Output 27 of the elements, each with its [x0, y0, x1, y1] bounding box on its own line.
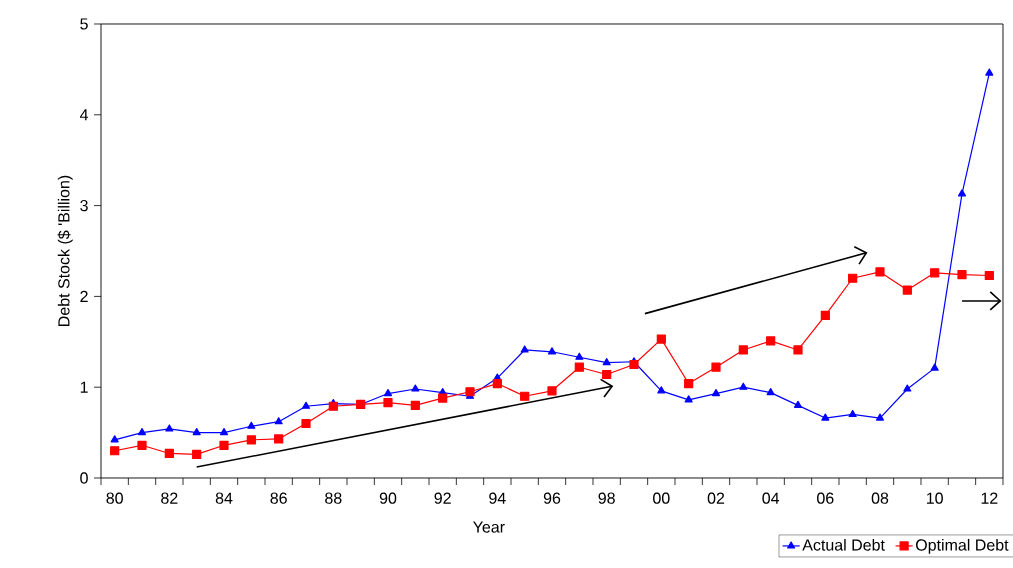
- y-tick-label: 4: [79, 109, 89, 121]
- x-tick-label: 10: [926, 492, 943, 504]
- y-tick-label: 1: [80, 381, 88, 393]
- y-tick-label: 0: [80, 472, 88, 484]
- x-tick-label: 84: [215, 492, 233, 504]
- legend-label: Optimal Debt: [915, 538, 1009, 554]
- x-tick-label: 06: [817, 492, 834, 504]
- x-tick-label: 86: [270, 492, 287, 504]
- x-tick-label: 92: [434, 492, 451, 504]
- x-tick-label: 88: [325, 492, 342, 504]
- legend-label: Actual Debt: [802, 538, 885, 551]
- x-tick-label: 98: [598, 492, 615, 504]
- x-axis-title: Year: [473, 521, 505, 533]
- y-axis-title: Debt Stock ($ 'Billion): [57, 175, 73, 326]
- x-tick-label: 12: [981, 492, 998, 504]
- x-tick-label: 82: [161, 492, 178, 504]
- x-tick-label: 90: [379, 492, 397, 504]
- y-tick-label: 2: [80, 290, 88, 302]
- y-tick-label: 3: [80, 199, 88, 212]
- x-tick-label: 04: [762, 492, 780, 504]
- x-tick-label: 96: [543, 492, 561, 504]
- x-tick-label: 02: [707, 492, 725, 504]
- x-tick-label: 80: [106, 492, 123, 504]
- x-tick-label: 08: [871, 492, 889, 504]
- y-tick-label: 5: [80, 18, 88, 30]
- x-tick-label: 94: [489, 492, 506, 504]
- x-tick-label: 00: [653, 492, 670, 504]
